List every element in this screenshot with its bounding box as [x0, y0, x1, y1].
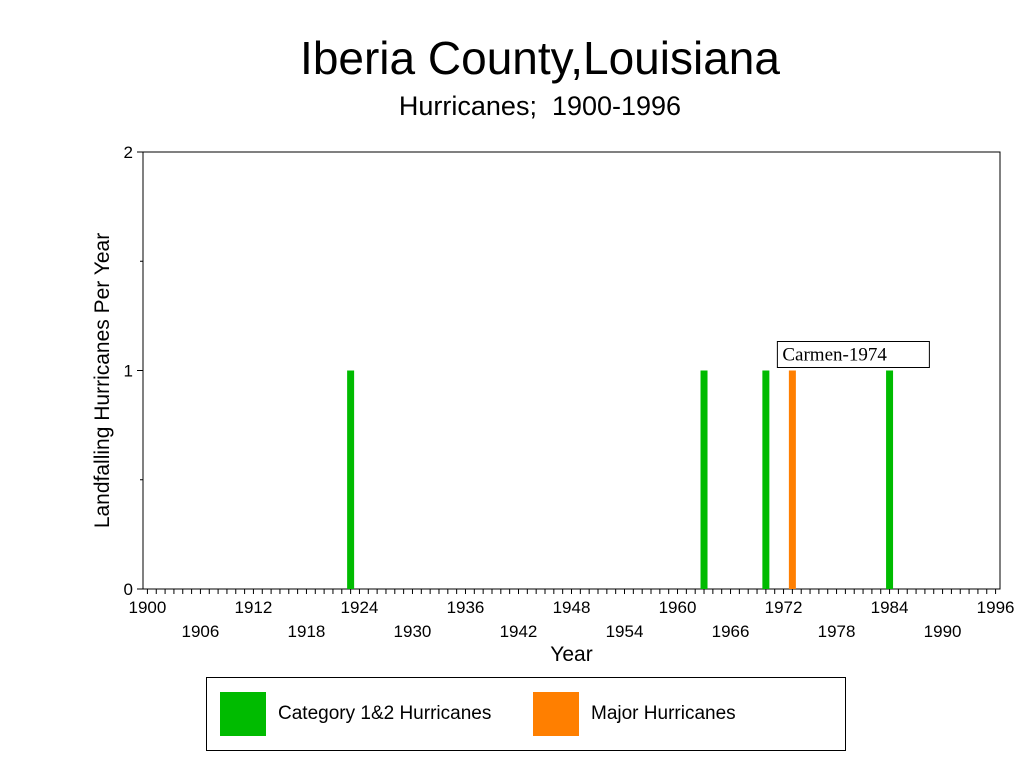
x-axis-title: Year: [550, 643, 592, 666]
bar: [347, 370, 355, 589]
y-tick-label: 1: [124, 362, 133, 381]
x-tick-label: 1942: [500, 622, 538, 641]
annotation-label: Carmen-1974: [782, 345, 887, 366]
plot-area: [142, 151, 1001, 590]
x-tick-label: 1918: [288, 622, 326, 641]
x-tick-label: 1900: [129, 598, 167, 617]
chart-canvas: 0 1 2 1900 1912 1924 1936 1948 1960 1972 1984 1996 1…: [91, 143, 1014, 666]
x-tick-label: 1984: [871, 598, 909, 617]
legend-swatch-green: [220, 692, 266, 736]
annotations: Carmen-1974: [776, 341, 930, 368]
bar: [700, 370, 708, 589]
legend-item-category-1-2: Category 1&2 Hurricanes: [220, 692, 491, 736]
x-tick-label: 1912: [235, 598, 273, 617]
x-tick-label: 1930: [394, 622, 432, 641]
x-tick-label: 1948: [553, 598, 591, 617]
annotation-box: [776, 341, 930, 368]
legend-item-major: Major Hurricanes: [533, 692, 736, 736]
y-tick-label: 0: [124, 580, 133, 599]
bar: [886, 370, 894, 589]
bar: [788, 370, 796, 589]
x-tick-label: 1966: [712, 622, 750, 641]
y-axis-title: Landfalling Hurricanes Per Year: [91, 233, 114, 528]
x-tick-label: 1960: [659, 598, 697, 617]
chart-subtitle: Hurricanes; 1900-1996: [398, 91, 682, 121]
axis-labels: 0 1 2 1900 1912 1924 1936 1948 1960 1972 1984 1996 1…: [91, 143, 1014, 666]
x-tick-label: 1990: [924, 622, 962, 641]
x-tick-label: 1954: [606, 622, 644, 641]
x-tick-label: 1978: [818, 622, 856, 641]
legend-label: Major Hurricanes: [591, 703, 736, 724]
x-tick-label: 1996: [977, 598, 1015, 617]
chart-title: Iberia County,Louisiana: [300, 32, 780, 84]
x-tick-label: 1936: [447, 598, 485, 617]
legend: Category 1&2 Hurricanes Major Hurricanes: [206, 677, 846, 751]
bars: [347, 370, 894, 589]
legend-swatch-orange: [533, 692, 579, 736]
y-tick-label: 2: [124, 143, 133, 162]
x-tick-label: 1924: [341, 598, 379, 617]
x-tick-label: 1972: [765, 598, 803, 617]
bar: [762, 370, 770, 589]
axis-ticks: [137, 151, 997, 594]
legend-label: Category 1&2 Hurricanes: [278, 703, 492, 724]
x-tick-label: 1906: [182, 622, 220, 641]
